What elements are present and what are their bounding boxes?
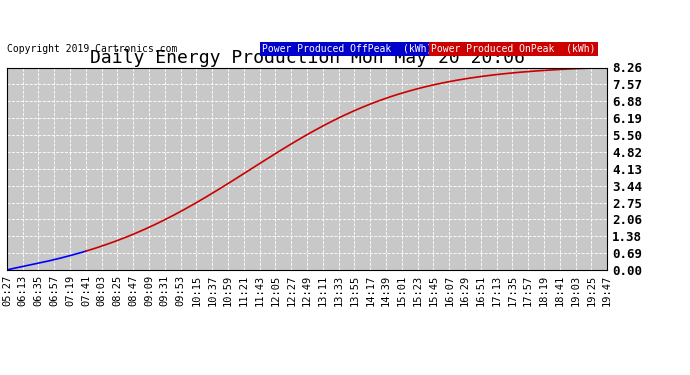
Text: Power Produced OnPeak  (kWh): Power Produced OnPeak (kWh) <box>431 44 595 54</box>
Text: Power Produced OffPeak  (kWh): Power Produced OffPeak (kWh) <box>262 44 433 54</box>
Text: Copyright 2019 Cartronics.com: Copyright 2019 Cartronics.com <box>7 44 177 54</box>
Title: Daily Energy Production Mon May 20 20:06: Daily Energy Production Mon May 20 20:06 <box>90 50 524 68</box>
